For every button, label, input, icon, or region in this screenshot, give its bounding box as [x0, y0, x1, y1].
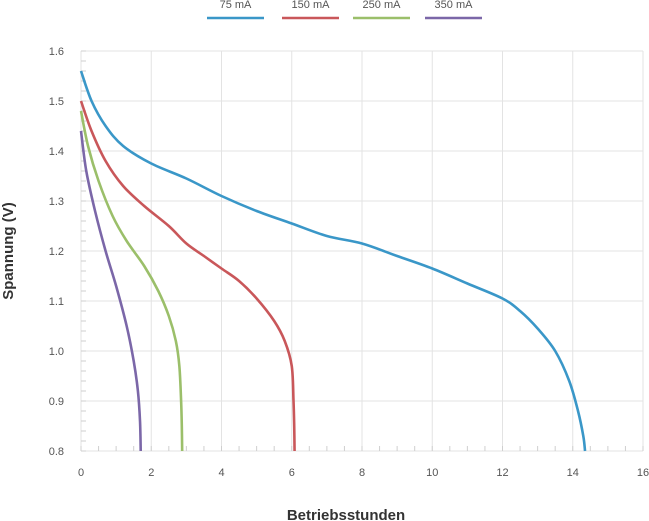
y-tick-label: 1.5 [49, 96, 64, 108]
x-tick-label: 10 [426, 467, 438, 479]
y-tick-label: 1.4 [49, 146, 64, 158]
legend: 75 mA 150 mA 250 mA 350 mA [207, 0, 482, 20]
series-line-4 [79, 130, 143, 452]
legend-label: 350 mA [435, 0, 474, 11]
y-tick-label: 0.9 [49, 396, 64, 408]
y-axis-title: Spannung (V) [0, 202, 17, 300]
series-line-3 [79, 110, 184, 452]
legend-label: 250 mA [363, 0, 402, 11]
x-tick-label: 14 [567, 467, 579, 479]
grid-lines [80, 50, 644, 452]
x-tick-label: 0 [78, 467, 84, 479]
x-tick-label: 12 [496, 467, 508, 479]
series-lines [79, 70, 587, 452]
y-tick-label: 1.2 [49, 246, 64, 258]
legend-label: 75 mA [220, 0, 252, 11]
x-tick-label: 8 [359, 467, 365, 479]
y-tick-label: 0.8 [49, 446, 64, 458]
y-tick-label: 1.6 [49, 46, 64, 58]
legend-label: 150 mA [292, 0, 331, 11]
y-tick-labels: 0.8 0.9 1.0 1.1 1.2 1.3 1.4 1.5 1.6 [49, 46, 64, 458]
x-tick-labels: 0 2 4 6 8 10 12 14 16 [78, 467, 649, 479]
x-axis-title: Betriebsstunden [287, 507, 405, 521]
y-tick-label: 1.0 [49, 346, 64, 358]
x-tick-label: 2 [148, 467, 154, 479]
y-tick-label: 1.1 [49, 296, 64, 308]
series-line-2 [79, 100, 296, 452]
x-tick-label: 16 [637, 467, 649, 479]
x-tick-label: 4 [218, 467, 224, 479]
x-tick-label: 6 [289, 467, 295, 479]
y-tick-label: 1.3 [49, 196, 64, 208]
series-line-1 [79, 70, 587, 452]
